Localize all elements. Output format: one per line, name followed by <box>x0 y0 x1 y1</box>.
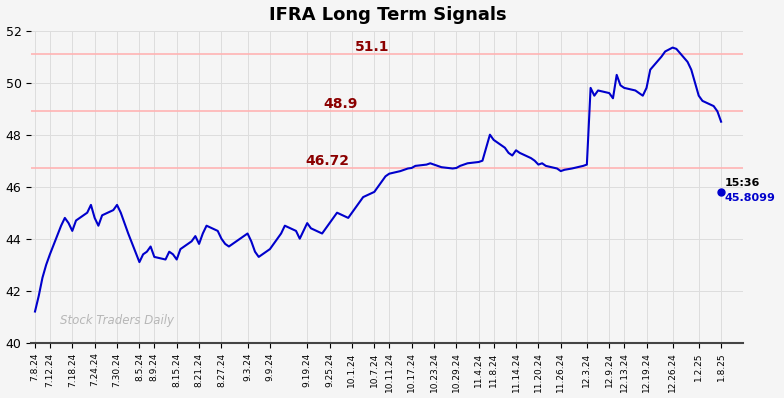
Text: 46.72: 46.72 <box>306 154 350 168</box>
Title: IFRA Long Term Signals: IFRA Long Term Signals <box>269 6 506 23</box>
Text: Stock Traders Daily: Stock Traders Daily <box>60 314 174 327</box>
Text: 48.9: 48.9 <box>323 97 358 111</box>
Text: 45.8099: 45.8099 <box>725 193 775 203</box>
Text: 15:36: 15:36 <box>725 178 760 188</box>
Text: 51.1: 51.1 <box>355 40 390 54</box>
